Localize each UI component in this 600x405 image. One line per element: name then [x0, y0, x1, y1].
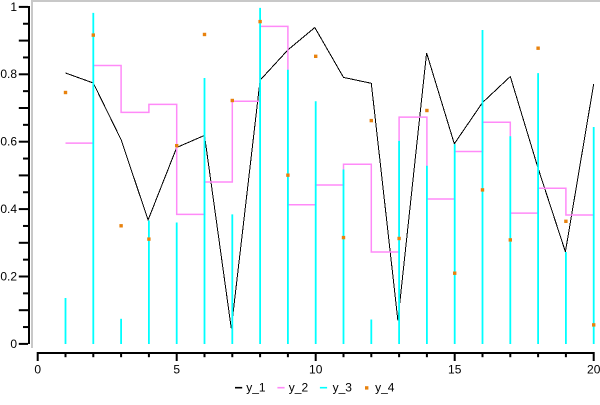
svg-text:10: 10 — [309, 363, 323, 377]
svg-text:0.6: 0.6 — [0, 135, 17, 149]
svg-text:0.4: 0.4 — [0, 202, 17, 216]
svg-text:0: 0 — [34, 363, 41, 377]
svg-text:y_4: y_4 — [375, 381, 395, 395]
svg-text:0.8: 0.8 — [0, 67, 17, 81]
svg-text:20: 20 — [587, 363, 600, 377]
svg-text:0.2: 0.2 — [0, 269, 17, 283]
svg-text:0: 0 — [10, 337, 17, 351]
svg-text:15: 15 — [448, 363, 462, 377]
svg-text:1: 1 — [10, 0, 17, 14]
svg-text:y_1: y_1 — [246, 381, 266, 395]
svg-text:5: 5 — [173, 363, 180, 377]
svg-text:y_3: y_3 — [333, 381, 353, 395]
svg-text:y_2: y_2 — [289, 381, 309, 395]
